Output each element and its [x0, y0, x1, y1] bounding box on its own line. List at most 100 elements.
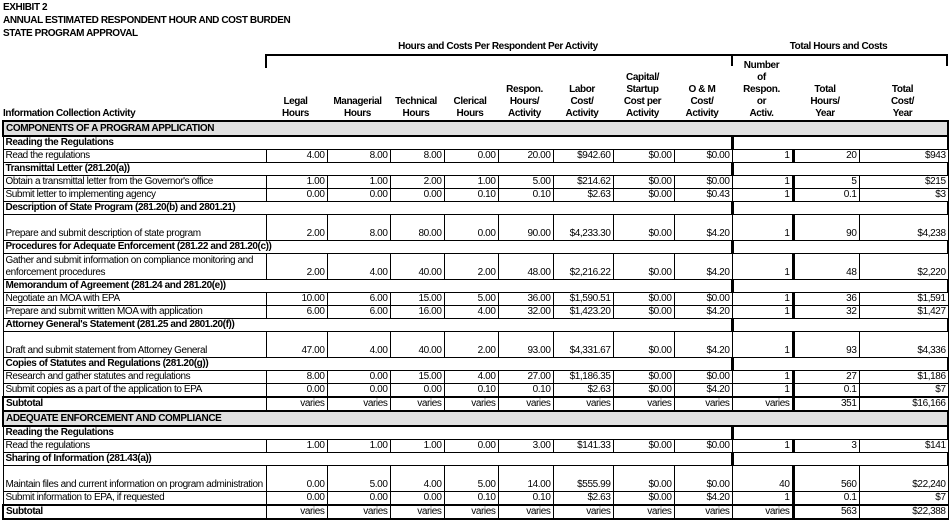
cell-value: 0.00: [327, 370, 391, 384]
activity-label: Subtotal: [2, 504, 267, 520]
cell-value: 1: [732, 383, 795, 398]
column-header-label: Respon. Hours/ Activity: [506, 84, 543, 119]
column-header: Clerical Hours: [443, 52, 497, 120]
cell-value: 563: [793, 504, 860, 520]
cell-value: 0.10: [498, 491, 554, 506]
cell-value: 4.00: [390, 465, 445, 492]
cell-value: varies: [732, 504, 795, 520]
cell-value: 351: [793, 396, 860, 412]
column-header-label: Information Collection Activity: [3, 108, 136, 119]
cell-value: varies: [613, 504, 675, 520]
cell-value: 0.10: [498, 383, 554, 398]
group-label: Reading the Regulations: [2, 136, 732, 150]
cell-value: 2.00: [266, 214, 328, 241]
cell-value: $4,238: [859, 214, 949, 241]
column-header: Number of Respon. or Activ.: [731, 52, 792, 120]
activity-label: Gather and submit information on complia…: [2, 253, 267, 280]
activity-text: Subtotal: [6, 506, 43, 517]
cell-value: $141.33: [553, 439, 614, 453]
cell-value: $0.00: [613, 292, 675, 306]
activity-text: Obtain a transmittal letter from the Gov…: [5, 176, 214, 187]
cell-value: varies: [444, 504, 499, 520]
cell-value: 2.00: [444, 253, 499, 280]
cell-value: $4.20: [674, 331, 733, 358]
cell-value: 4.00: [266, 149, 328, 163]
cell-value: $4,331.67: [553, 331, 614, 358]
table-row: Submit letter to implementing agency 0.00…: [2, 188, 949, 202]
cell-value: varies: [732, 396, 795, 412]
exhibit-title: ANNUAL ESTIMATED RESPONDENT HOUR AND COS…: [3, 15, 291, 26]
cell-value: varies: [613, 396, 675, 412]
cell-value: $0.43: [674, 188, 733, 202]
cell-value: 8.00: [266, 370, 328, 384]
table-row: Draft and submit statement from Attorney…: [2, 331, 949, 358]
cell-value: 1: [732, 331, 795, 358]
activity-text: Draft and submit statement from Attorney…: [5, 345, 208, 356]
cell-value: 1: [732, 175, 795, 189]
cell-value: $0.00: [613, 149, 675, 163]
cell-value: 15.00: [390, 292, 445, 306]
exhibit-number: EXHIBIT 2: [3, 2, 48, 13]
cell-value: $2.63: [553, 188, 614, 202]
cell-value: 40.00: [390, 253, 445, 280]
column-header-label: Clerical Hours: [453, 96, 487, 119]
cell-value: $0.00: [613, 331, 675, 358]
cell-value: varies: [266, 396, 328, 412]
column-header: Managerial Hours: [326, 52, 389, 120]
column-header: Technical Hours: [389, 52, 443, 120]
cell-value: 14.00: [498, 465, 554, 492]
cell-value: 5.00: [498, 175, 554, 189]
cell-value: 5.00: [444, 292, 499, 306]
table-row: Research and gather statutes and regulat…: [2, 370, 949, 384]
cell-value: varies: [498, 504, 554, 520]
cell-value: 2.00: [444, 331, 499, 358]
cell-value: 1: [732, 305, 795, 319]
subtotal-row: Subtotal varies varies varies varies varies va…: [2, 504, 949, 520]
cell-value: $0.00: [613, 491, 675, 506]
section-label: ADEQUATE ENFORCEMENT AND COMPLIANCE: [1, 410, 949, 427]
group-header: Memorandum of Agreement (281.24 and 281.…: [2, 279, 949, 293]
activity-label: Read the regulations: [2, 439, 267, 453]
group-label: Procedures for Adequate Enforcement (281…: [2, 240, 732, 254]
cell-value: $4,336: [859, 331, 949, 358]
cell-value: 0.00: [444, 439, 499, 453]
group-totals-blank: [730, 357, 949, 371]
cell-value: 1.00: [390, 439, 445, 453]
cell-value: 40: [732, 465, 795, 492]
activity-text: Read the regulations: [5, 440, 91, 451]
table-row: Negotiate an MOA with EPA 10.00 6.00 15.00 5…: [2, 292, 949, 306]
group-totals-blank: [730, 426, 949, 440]
column-header-label: Labor Cost/ Activity: [565, 84, 599, 119]
section-header: COMPONENTS OF A PROGRAM APPLICATION: [1, 120, 949, 137]
cell-value: $0.00: [674, 149, 733, 163]
cell-value: $2,220: [859, 253, 949, 280]
cell-value: varies: [553, 504, 614, 520]
cell-value: 20.00: [498, 149, 554, 163]
cell-value: $0.00: [674, 465, 733, 492]
table-row: Obtain a transmittal letter from the Gov…: [2, 175, 949, 189]
cell-value: $1,423.20: [553, 305, 614, 319]
burden-table: COMPONENTS OF A PROGRAM APPLICATION Readi…: [1, 120, 949, 520]
column-header-label: Managerial Hours: [333, 96, 382, 119]
cell-value: $214.62: [553, 175, 614, 189]
cell-value: $3: [859, 188, 949, 202]
group-header: Procedures for Adequate Enforcement (281…: [2, 240, 949, 254]
cell-value: 1.00: [444, 175, 499, 189]
cell-value: 32: [793, 305, 860, 319]
cell-value: $0.00: [613, 439, 675, 453]
column-header: Information Collection Activity: [3, 52, 136, 120]
cell-value: 4.00: [327, 253, 391, 280]
cell-value: 8.00: [390, 149, 445, 163]
cell-value: $4.20: [674, 214, 733, 241]
cell-value: 0.10: [444, 491, 499, 506]
activity-text: Read the regulations: [5, 150, 91, 161]
activity-text: Submit copies as a part of the applicati…: [5, 384, 203, 395]
cell-value: 1: [732, 188, 795, 202]
activity-label: Subtotal: [2, 396, 267, 412]
cell-value: $7: [859, 491, 949, 506]
cell-value: 0.00: [444, 214, 499, 241]
activity-label: Research and gather statutes and regulat…: [2, 370, 267, 384]
cell-value: 1.00: [327, 175, 391, 189]
cell-value: $0.00: [613, 188, 675, 202]
activity-label: Obtain a transmittal letter from the Gov…: [2, 175, 267, 189]
